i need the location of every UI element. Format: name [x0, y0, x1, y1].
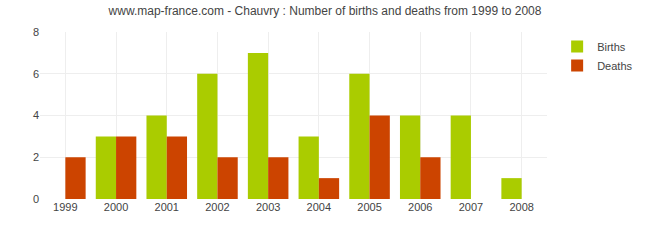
svg-text:2002: 2002 — [205, 201, 229, 213]
svg-text:0: 0 — [33, 193, 39, 205]
svg-text:2001: 2001 — [155, 201, 179, 213]
svg-text:2004: 2004 — [307, 201, 331, 213]
svg-text:2005: 2005 — [357, 201, 381, 213]
svg-text:2007: 2007 — [459, 201, 483, 213]
svg-text:2006: 2006 — [408, 201, 432, 213]
svg-text:8: 8 — [33, 26, 39, 38]
svg-text:4: 4 — [33, 109, 39, 121]
svg-text:Deaths: Deaths — [597, 60, 632, 72]
svg-text:Births: Births — [597, 41, 626, 53]
svg-text:www.map-france.com - Chauvry :: www.map-france.com - Chauvry : Number of… — [108, 4, 542, 18]
svg-text:2003: 2003 — [256, 201, 280, 213]
svg-text:1999: 1999 — [53, 201, 77, 213]
svg-text:2000: 2000 — [104, 201, 128, 213]
svg-text:2: 2 — [33, 151, 39, 163]
svg-text:2008: 2008 — [509, 201, 533, 213]
svg-text:6: 6 — [33, 68, 39, 80]
